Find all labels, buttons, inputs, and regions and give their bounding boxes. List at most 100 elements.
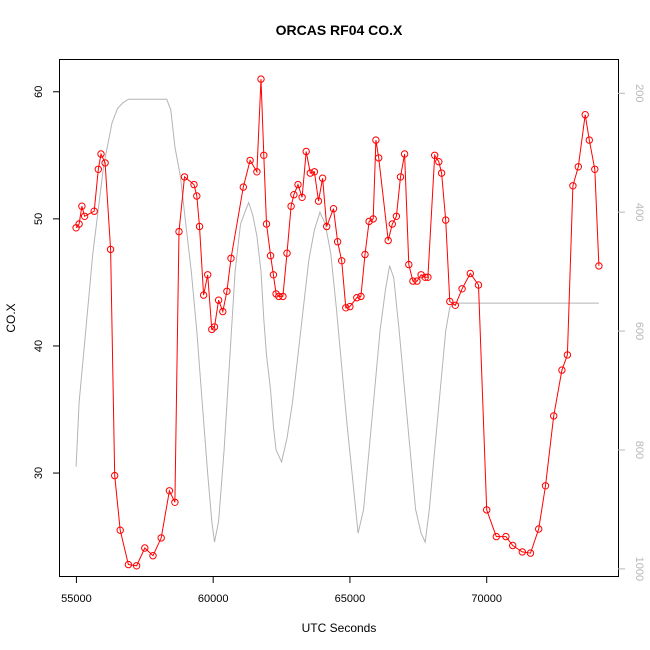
data-point [175, 227, 183, 236]
data-point [80, 212, 89, 221]
data-point [361, 250, 369, 259]
data-point [124, 560, 133, 569]
data-point [375, 154, 383, 162]
co-series-line [75, 79, 600, 567]
data-point [342, 304, 350, 312]
data-point [431, 151, 439, 160]
data-point [338, 257, 346, 265]
y-tick-label: 60 [33, 86, 45, 98]
data-point [279, 292, 287, 301]
data-point [392, 212, 401, 221]
data-point [458, 285, 466, 293]
data-point [492, 532, 500, 541]
data-point [474, 281, 483, 289]
y-axis-label: CO.X [4, 303, 18, 332]
data-point [165, 487, 174, 495]
data-point [369, 215, 377, 223]
data-point [260, 151, 268, 160]
data-point [253, 168, 261, 176]
data-point [141, 544, 149, 552]
data-point [585, 136, 593, 144]
data-point [446, 297, 454, 306]
data-point [210, 323, 219, 331]
plot-frame [59, 59, 619, 577]
y2-tick-label: 400 [633, 203, 645, 221]
data-point [193, 192, 201, 200]
x-axis-label: UTC Seconds [302, 621, 377, 635]
data-point [239, 183, 248, 191]
data-point [396, 173, 405, 181]
data-point [310, 168, 319, 176]
data-point [195, 222, 204, 231]
data-point [581, 111, 589, 119]
y2-tick-label: 800 [633, 441, 645, 459]
data-point [329, 205, 338, 213]
x-tick-label: 60000 [198, 593, 229, 605]
data-point [290, 191, 298, 199]
data-point [223, 287, 231, 295]
data-point [314, 197, 323, 205]
data-point [466, 269, 474, 278]
data-point [591, 165, 599, 174]
data-point [550, 412, 558, 420]
data-point [558, 366, 566, 374]
data-point [132, 562, 141, 570]
x-tick-label: 70000 [471, 593, 502, 605]
data-point [569, 182, 577, 190]
data-point [346, 302, 354, 311]
data-point [563, 351, 572, 359]
series-layer [72, 75, 603, 570]
data-point [409, 277, 417, 285]
data-point [199, 291, 208, 299]
data-point [357, 292, 365, 301]
y2-tick-label: 600 [633, 322, 645, 340]
data-point [111, 471, 119, 480]
data-point [116, 526, 124, 534]
data-point [442, 216, 450, 224]
data-point [257, 75, 265, 83]
data-point [180, 173, 189, 181]
data-point [246, 156, 254, 165]
data-point [353, 294, 361, 302]
data-point [214, 296, 223, 304]
data-point [574, 163, 582, 171]
x-tick-label: 65000 [335, 593, 366, 605]
data-point [417, 271, 425, 279]
data-point [541, 482, 550, 490]
data-point [333, 238, 342, 246]
data-point [227, 254, 235, 262]
data-point [413, 277, 421, 285]
data-point [595, 262, 603, 270]
data-point [502, 532, 510, 541]
data-point [451, 301, 459, 309]
data-point [323, 222, 331, 231]
data-point [94, 165, 103, 174]
data-point [483, 506, 491, 514]
data-point [275, 292, 283, 301]
data-point [384, 236, 392, 245]
data-point [157, 534, 165, 542]
data-point [171, 498, 179, 506]
data-point [424, 273, 432, 281]
y2-tick-label: 1000 [633, 557, 645, 581]
data-point [400, 150, 409, 158]
y-tick-label: 40 [33, 340, 45, 352]
data-point [75, 220, 83, 228]
data-point [437, 169, 446, 177]
data-point [318, 174, 327, 182]
data-point [294, 180, 302, 189]
data-point [283, 249, 291, 257]
data-point [518, 548, 526, 556]
data-point [262, 220, 271, 228]
y2-tick-label: 200 [633, 84, 645, 102]
data-point [365, 217, 373, 226]
data-point [526, 549, 535, 557]
data-point [435, 158, 443, 166]
y-tick-label: 30 [33, 467, 45, 479]
data-point [298, 193, 306, 202]
data-point [204, 271, 212, 279]
data-point [97, 150, 105, 158]
data-point [149, 552, 157, 560]
data-point [266, 252, 275, 260]
